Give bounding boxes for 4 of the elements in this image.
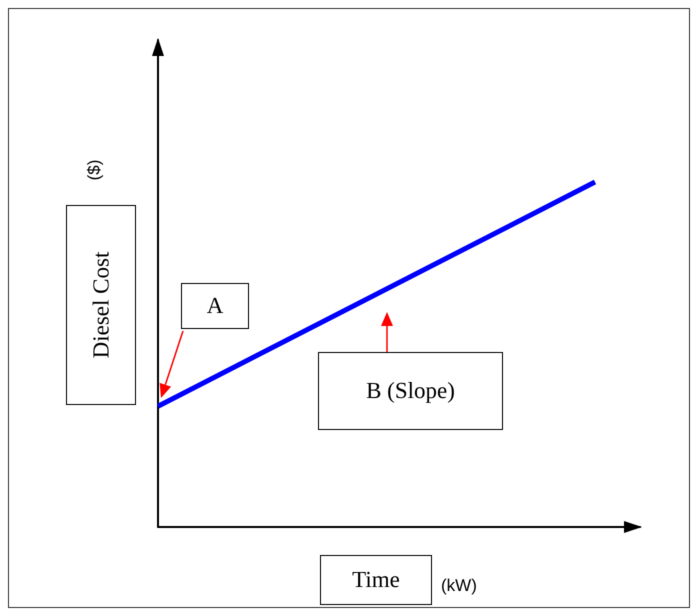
callout-box: A [181,283,249,329]
text: Time (kW) [352,567,477,595]
text: Diesel Cost ($) [84,160,114,358]
callout-box: B (Slope) [318,352,503,430]
